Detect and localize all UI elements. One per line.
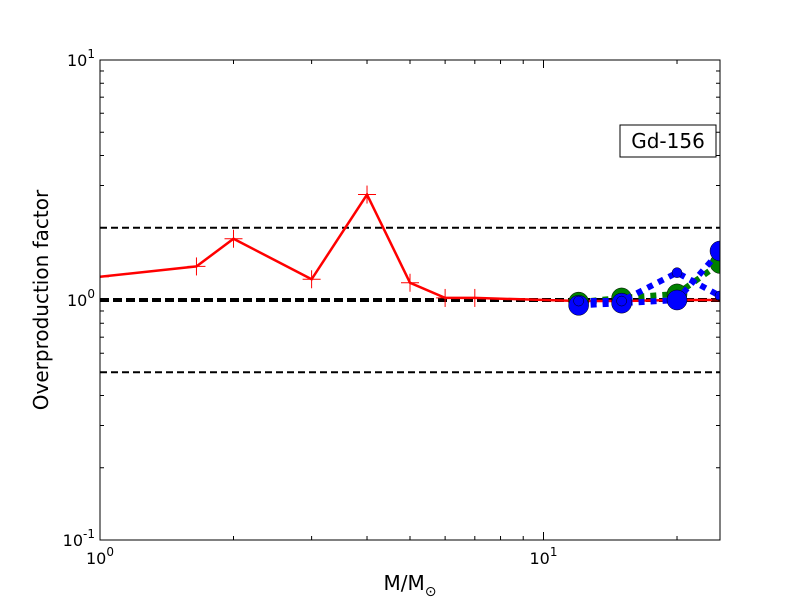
series-0-point-6 <box>436 288 455 307</box>
x-tick-label-0: 100 <box>86 545 114 568</box>
y-tick-label-exponent: -1 <box>83 527 95 541</box>
series-3-line <box>578 269 720 305</box>
series-0-point-7 <box>465 288 484 307</box>
series-0 <box>100 185 720 311</box>
series-0-point-1 <box>187 257 206 276</box>
y-tick-label-base: 10 <box>67 291 87 310</box>
y-tick-label-1: 100 <box>67 287 95 310</box>
series-3-point-0 <box>573 295 584 307</box>
y-tick-label-base: 10 <box>63 531 83 550</box>
y-tick-label-0: 10-1 <box>63 527 95 550</box>
y-axis-label: Overproduction factor <box>29 189 53 410</box>
x-tick-label-exponent: 1 <box>550 545 558 559</box>
y-tick-label-exponent: 0 <box>87 287 95 301</box>
x-axis-label: M/M⊙ <box>384 571 437 600</box>
y-tick-label-exponent: 1 <box>87 47 95 61</box>
x-tick-label-exponent: 0 <box>106 545 114 559</box>
series-3-point-3 <box>714 290 720 302</box>
series-1-line <box>578 261 720 306</box>
y-tick-label-base: 10 <box>67 51 87 70</box>
reference-lines <box>100 226 720 374</box>
series-0-point-4 <box>358 185 377 204</box>
annotation-label: Gd-156 <box>631 129 705 153</box>
series-0-point-2 <box>224 229 243 248</box>
x-tick-label-1: 101 <box>530 545 558 568</box>
x-axis-label-text: M/M <box>384 571 425 595</box>
y-tick-label-2: 101 <box>67 47 95 70</box>
series-layer <box>100 185 720 316</box>
series-0-point-0 <box>100 267 109 286</box>
annotation-box: Gd-156 <box>619 124 717 158</box>
series-3-point-2 <box>671 267 683 278</box>
x-tick-label-base: 10 <box>530 549 550 568</box>
series-0-point-3 <box>302 270 321 289</box>
x-axis-label-subscript: ⊙ <box>425 584 437 600</box>
series-2 <box>568 240 720 316</box>
series-3-point-1 <box>616 295 627 307</box>
axis-ticks <box>99 59 720 541</box>
series-2-point-2 <box>666 289 688 311</box>
series-2-point-3 <box>709 240 720 262</box>
series-0-point-5 <box>401 273 419 292</box>
series-3 <box>573 267 720 307</box>
x-tick-label-base: 10 <box>86 549 106 568</box>
